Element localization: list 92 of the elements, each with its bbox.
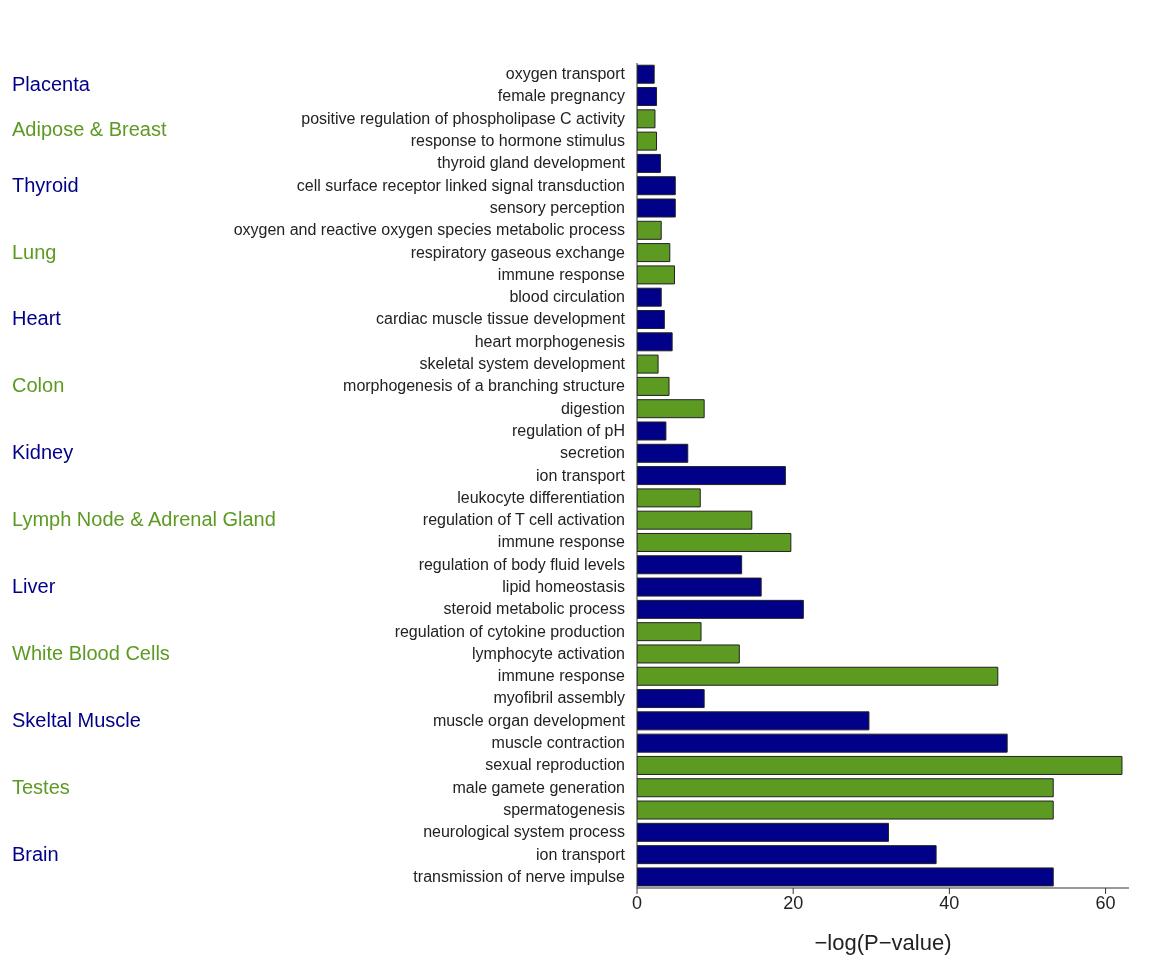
bar	[637, 354, 659, 374]
x-tick-label: 20	[783, 892, 804, 913]
y-tick-label: regulation of cytokine production	[394, 622, 625, 640]
tissue-label: Liver	[12, 575, 56, 597]
y-tick-label: digestion	[560, 399, 625, 417]
bar	[637, 778, 1054, 798]
y-tick-label: immune response	[497, 265, 626, 283]
bar	[637, 666, 999, 686]
y-tick-label: morphogenesis of a branching structure	[343, 377, 626, 395]
tissue-label: Adipose & Breast	[12, 117, 167, 140]
y-tick-label: secretion	[560, 444, 625, 462]
x-axis-title: −log(P−value)	[814, 930, 952, 955]
y-tick-label: sexual reproduction	[485, 756, 625, 774]
y-tick-label: positive regulation of phospholipase C activity	[301, 109, 625, 127]
y-tick-label: male gamete generation	[452, 778, 625, 796]
x-tick-label: 60	[1095, 892, 1116, 913]
y-tick-label: leukocyte differentiation	[457, 488, 625, 506]
y-tick-label: regulation of T cell activation	[422, 511, 625, 529]
y-tick-label: muscle organ development	[432, 711, 626, 729]
bar	[637, 376, 670, 396]
bar	[637, 622, 702, 642]
bar	[637, 488, 701, 508]
y-tick-label: ion transport	[536, 845, 626, 863]
y-tick-label: skeletal system development	[419, 355, 626, 373]
tissue-label: Colon	[12, 374, 65, 397]
y-tick-label: spermatogenesis	[503, 800, 625, 818]
bar	[637, 176, 676, 196]
y-tick-label: transmission of nerve impulse	[413, 867, 626, 885]
bar	[637, 711, 870, 731]
y-tick-label: blood circulation	[509, 288, 625, 306]
bar	[637, 532, 792, 552]
bar	[637, 109, 656, 129]
y-tick-label: lipid homeostasis	[502, 577, 625, 595]
y-tick-label: neurological system process	[423, 823, 625, 841]
y-tick-label: heart morphogenesis	[474, 332, 625, 350]
y-tick-label: steroid metabolic process	[443, 600, 625, 618]
tissue-label: White Blood Cells	[12, 641, 170, 664]
bar	[637, 198, 676, 218]
bar	[637, 510, 753, 530]
bar	[637, 310, 665, 329]
bar	[637, 399, 705, 419]
y-tick-label: regulation of body fluid levels	[418, 555, 625, 573]
bar	[637, 466, 786, 486]
y-tick-label: oxygen and reactive oxygen species metabolic process	[233, 221, 625, 239]
y-tick-label: sensory perception	[489, 198, 625, 216]
bar	[637, 332, 673, 352]
bar	[637, 822, 889, 842]
y-tick-label: lymphocyte activation	[472, 644, 625, 662]
bar	[637, 800, 1054, 820]
bar	[637, 599, 804, 619]
tissue-label: Testes	[12, 775, 70, 798]
tissue-label: Kidney	[12, 441, 74, 464]
y-tick-label: immune response	[497, 667, 626, 685]
bar	[637, 555, 743, 575]
bar	[637, 755, 1123, 775]
tissue-label: Skeltal Muscle	[12, 708, 141, 731]
bar	[637, 153, 661, 173]
bar	[637, 421, 667, 441]
x-tick-label: 40	[939, 892, 960, 913]
y-tick-label: response to hormone stimulus	[410, 132, 625, 150]
tissue-label: Lung	[12, 240, 57, 263]
bar	[637, 64, 655, 84]
tissue-label: Lymph Node & Adrenal Gland	[12, 508, 276, 531]
y-tick-label: female pregnancy	[497, 87, 625, 105]
y-tick-label: cell surface receptor linked signal transduction	[296, 176, 625, 194]
bar	[637, 243, 671, 263]
bar	[637, 220, 662, 240]
bar	[637, 689, 705, 709]
bar	[637, 867, 1054, 887]
tissue-label: Brain	[12, 842, 59, 865]
y-tick-label: thyroid gland development	[437, 154, 626, 172]
y-tick-label: immune response	[497, 533, 626, 551]
bar	[637, 87, 658, 107]
bar	[637, 577, 762, 597]
y-tick-label: regulation of pH	[512, 421, 625, 439]
y-tick-label: oxygen transport	[505, 65, 626, 83]
x-tick-label: 0	[631, 892, 643, 913]
y-tick-label: respiratory gaseous exchange	[410, 243, 626, 261]
bar	[637, 845, 937, 865]
bar	[637, 733, 1008, 753]
bar	[637, 443, 689, 463]
y-tick-label: cardiac muscle tissue development	[375, 310, 626, 328]
bar	[637, 644, 740, 664]
bar	[637, 287, 662, 307]
y-tick-label: muscle contraction	[491, 734, 625, 752]
bar	[637, 265, 675, 285]
y-tick-label: myofibril assembly	[493, 689, 625, 707]
y-tick-label: ion transport	[536, 466, 626, 484]
tissue-label: Placenta	[12, 73, 90, 96]
tissue-label: Heart	[12, 307, 61, 330]
tissue-label: Thyroid	[12, 173, 79, 196]
bar	[637, 131, 658, 151]
